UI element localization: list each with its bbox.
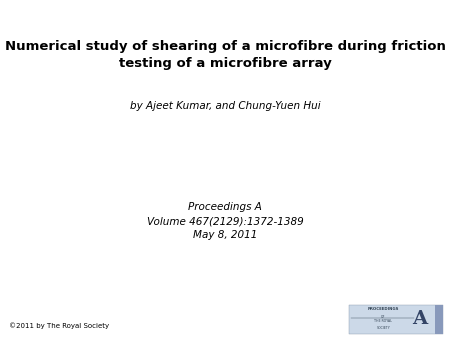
Text: OF: OF — [381, 315, 386, 319]
Text: Proceedings A
Volume 467(2129):1372-1389
May 8, 2011: Proceedings A Volume 467(2129):1372-1389… — [147, 202, 303, 240]
Text: A: A — [412, 310, 427, 328]
Text: Numerical study of shearing of a microfibre during friction
testing of a microfi: Numerical study of shearing of a microfi… — [4, 40, 446, 70]
Text: SOCIETY: SOCIETY — [377, 326, 390, 330]
Text: by Ajeet Kumar, and Chung-Yuen Hui: by Ajeet Kumar, and Chung-Yuen Hui — [130, 101, 320, 111]
Text: THE ROYAL: THE ROYAL — [374, 319, 392, 323]
Text: ©2011 by The Royal Society: ©2011 by The Royal Society — [9, 322, 109, 329]
FancyBboxPatch shape — [349, 305, 443, 334]
Bar — [435, 305, 443, 334]
Text: PROCEEDINGS: PROCEEDINGS — [368, 307, 399, 311]
